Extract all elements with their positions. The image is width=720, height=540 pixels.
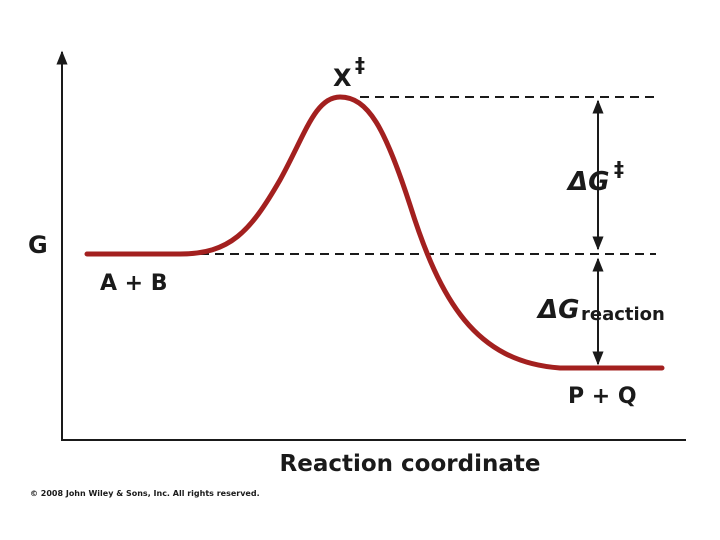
- reaction-subscript: reaction: [581, 304, 665, 325]
- copyright: © 2008 John Wiley & Sons, Inc. All right…: [30, 489, 260, 498]
- y-axis-label: G: [28, 231, 48, 259]
- reaction-symbol: ΔG: [536, 295, 579, 325]
- activation-superscript: ‡: [614, 157, 624, 181]
- reactants-label: A + B: [100, 271, 168, 296]
- energy-curve: [84, 94, 665, 371]
- transition-symbol: X: [333, 64, 352, 92]
- products-label: P + Q: [568, 384, 637, 409]
- activation-symbol: ΔG: [566, 167, 609, 197]
- x-axis-label: Reaction coordinate: [280, 451, 541, 477]
- transition-superscript: ‡: [355, 53, 365, 77]
